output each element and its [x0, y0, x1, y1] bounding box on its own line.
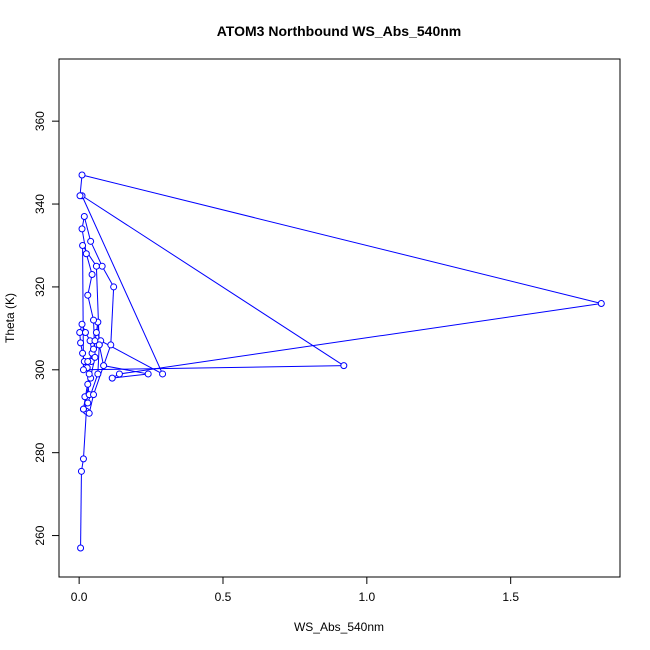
y-axis-label: Theta (K): [3, 293, 17, 343]
data-point: [78, 171, 86, 179]
chart-title: ATOM3 Northbound WS_Abs_540nm: [217, 23, 462, 39]
data-point: [94, 370, 102, 378]
y-tick-label: 280: [33, 442, 47, 462]
x-tick-label: 1.0: [358, 590, 375, 604]
series-line-segment: [85, 253, 93, 275]
data-point: [90, 391, 98, 399]
x-axis-label: WS_Abs_540nm: [294, 620, 384, 634]
data-point: [78, 320, 86, 328]
y-axis: 260 280 300 320 340 360: [33, 111, 60, 546]
series-line-segment: [82, 245, 84, 370]
series-line-segment: [101, 265, 115, 288]
data-point: [98, 262, 106, 270]
series-line-segment: [90, 241, 103, 267]
series-line-segment: [87, 274, 93, 296]
data-point: [95, 341, 103, 349]
data-point: [107, 341, 115, 349]
data-point: [85, 370, 93, 378]
plot-frame: [58, 58, 621, 578]
series-line-segment: [81, 195, 164, 375]
data-point: [85, 409, 93, 417]
data-point: [91, 353, 99, 361]
series-line-segment: [83, 216, 92, 242]
data-point: [79, 455, 87, 463]
data-point: [92, 262, 100, 270]
data-point: [84, 291, 92, 299]
series-line-segment: [103, 365, 149, 375]
data-point: [79, 349, 87, 357]
x-tick-label: 1.5: [502, 590, 519, 604]
data-point: [79, 241, 87, 249]
data-point: [84, 399, 92, 407]
data-point: [87, 237, 95, 245]
series-line-segment: [87, 295, 95, 321]
data-point: [110, 283, 118, 291]
x-tick-label: 0.0: [71, 590, 88, 604]
y-tick-label: 300: [33, 359, 47, 379]
series-line-segment: [81, 174, 602, 304]
series-line-segment: [83, 365, 344, 371]
data-point: [81, 329, 89, 337]
data-point: [76, 192, 84, 200]
data-point: [340, 362, 348, 370]
data-point: [82, 250, 90, 258]
data-point: [79, 366, 87, 374]
data-point: [79, 405, 87, 413]
series-line-segment: [112, 373, 149, 379]
data-point: [115, 370, 123, 378]
x-axis: 0.0 0.5 1.0 1.5: [71, 576, 519, 604]
plot-area: [76, 171, 605, 552]
series-line-segment: [82, 245, 97, 267]
y-tick-label: 340: [33, 194, 47, 214]
data-point: [80, 212, 88, 220]
data-point: [100, 362, 108, 370]
data-point: [76, 329, 84, 337]
x-tick-label: 0.5: [215, 590, 232, 604]
series-line-segment: [98, 344, 105, 366]
data-point: [597, 299, 605, 307]
series-line-segment: [80, 471, 82, 548]
data-point: [77, 467, 85, 475]
data-point: [78, 225, 86, 233]
data-point: [88, 270, 96, 278]
series-line-segment: [81, 195, 345, 367]
data-point: [77, 544, 85, 552]
data-point: [92, 329, 100, 337]
y-tick-label: 360: [33, 111, 47, 131]
data-point: [84, 380, 92, 388]
data-point: [144, 370, 152, 378]
data-point: [90, 345, 98, 353]
data-point: [84, 358, 92, 366]
y-tick-label: 260: [33, 525, 47, 545]
y-tick-label: 320: [33, 277, 47, 297]
data-point: [90, 316, 98, 324]
data-point: [159, 370, 167, 378]
series-line-segment: [110, 286, 115, 345]
data-point: [108, 374, 116, 382]
series-line-segment: [119, 303, 602, 375]
data-point: [77, 339, 85, 347]
series-line-segment: [82, 411, 87, 459]
